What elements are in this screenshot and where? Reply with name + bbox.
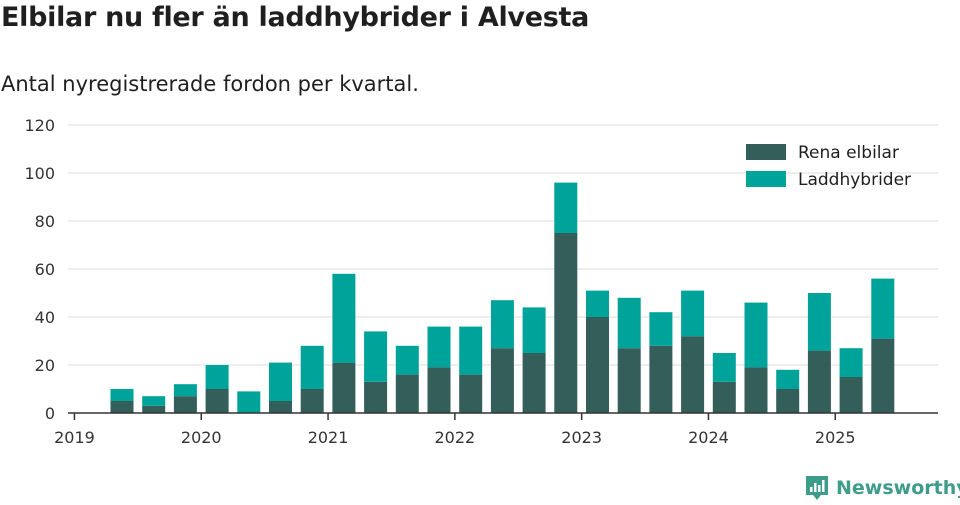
y-tick-label: 20 xyxy=(35,356,55,375)
legend-swatch xyxy=(746,171,786,187)
bar-laddhybrider xyxy=(173,384,197,397)
bar-rena-elbilar xyxy=(681,336,705,413)
bar-rena-elbilar xyxy=(649,345,673,413)
y-tick-label: 40 xyxy=(35,308,55,327)
bar-laddhybrider xyxy=(807,293,831,351)
bar-rena-elbilar xyxy=(205,389,229,413)
y-tick-label: 60 xyxy=(35,260,55,279)
bar-laddhybrider xyxy=(459,326,483,375)
y-tick-label: 80 xyxy=(35,212,55,231)
bars xyxy=(110,182,895,413)
bar-laddhybrider xyxy=(332,273,356,363)
brand-logo: Newsworthy xyxy=(804,474,960,502)
bar-laddhybrider xyxy=(776,369,800,389)
bar-laddhybrider xyxy=(205,365,229,389)
x-tick-label: 2022 xyxy=(434,428,475,447)
bar-rena-elbilar xyxy=(490,348,514,413)
x-tick-label: 2024 xyxy=(688,428,729,447)
bar-rena-elbilar xyxy=(839,377,863,413)
chart-subtitle: Antal nyregistrerade fordon per kvartal. xyxy=(1,72,419,96)
bar-laddhybrider xyxy=(712,353,736,382)
bar-laddhybrider xyxy=(237,391,261,413)
bar-rena-elbilar xyxy=(142,405,166,413)
newsworthy-icon xyxy=(806,476,828,500)
bar-laddhybrider xyxy=(681,290,705,337)
y-tick-label: 120 xyxy=(24,116,55,135)
legend-swatch xyxy=(746,144,786,160)
bar-rena-elbilar xyxy=(586,317,609,413)
bar-rena-elbilar xyxy=(712,381,736,413)
bar-rena-elbilar xyxy=(110,401,134,413)
bar-rena-elbilar xyxy=(554,233,578,413)
bar-laddhybrider xyxy=(617,297,641,349)
legend: Rena elbilar Laddhybrider xyxy=(746,143,911,190)
legend-label: Laddhybrider xyxy=(798,170,911,190)
bar-laddhybrider xyxy=(649,312,673,346)
bar-laddhybrider xyxy=(871,278,895,339)
y-tick-label: 100 xyxy=(24,164,55,183)
bar-rena-elbilar xyxy=(173,396,197,413)
bar-laddhybrider xyxy=(839,348,863,377)
bar-rena-elbilar xyxy=(395,374,419,413)
bar-rena-elbilar xyxy=(522,353,546,413)
brand-name: Newsworthy xyxy=(836,477,960,499)
bar-laddhybrider xyxy=(364,331,388,382)
bar-laddhybrider xyxy=(586,290,609,317)
bar-laddhybrider xyxy=(110,389,134,401)
bar-laddhybrider xyxy=(395,345,419,375)
bar-rena-elbilar xyxy=(807,350,831,413)
bar-laddhybrider xyxy=(744,302,768,368)
bar-laddhybrider xyxy=(490,300,514,349)
bar-laddhybrider xyxy=(269,362,292,401)
bar-laddhybrider xyxy=(142,396,166,406)
x-tick-label: 2023 xyxy=(561,428,602,447)
bar-laddhybrider xyxy=(427,326,451,368)
y-axis-ticks: 0 20 40 60 80 100 120 xyxy=(24,116,55,423)
x-axis: 2019 2020 2021 2022 2023 2024 2025 xyxy=(54,412,938,447)
bar-laddhybrider xyxy=(522,307,546,353)
x-tick-label: 2021 xyxy=(308,428,349,447)
bar-rena-elbilar xyxy=(459,374,483,413)
bar-laddhybrider xyxy=(554,182,578,233)
legend-label: Rena elbilar xyxy=(798,143,899,163)
bar-rena-elbilar xyxy=(332,362,356,413)
bar-rena-elbilar xyxy=(427,367,451,413)
bar-rena-elbilar xyxy=(776,389,800,413)
bar-laddhybrider xyxy=(300,345,324,389)
x-tick-label: 2025 xyxy=(815,428,856,447)
bar-rena-elbilar xyxy=(300,389,324,413)
y-tick-label: 0 xyxy=(45,404,55,423)
bar-rena-elbilar xyxy=(871,338,895,413)
chart-title: Elbilar nu fler än laddhybrider i Alvest… xyxy=(1,2,590,33)
bar-rena-elbilar xyxy=(269,401,292,413)
bar-rena-elbilar xyxy=(744,367,768,413)
x-tick-label: 2019 xyxy=(54,428,95,447)
bar-rena-elbilar xyxy=(617,348,641,413)
bar-rena-elbilar xyxy=(364,381,388,413)
x-tick-label: 2020 xyxy=(181,428,222,447)
